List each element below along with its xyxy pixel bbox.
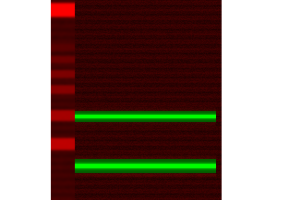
Text: ß-Actin: ß-Actin <box>225 83 292 101</box>
Text: Grp78: Grp78 <box>225 35 282 53</box>
